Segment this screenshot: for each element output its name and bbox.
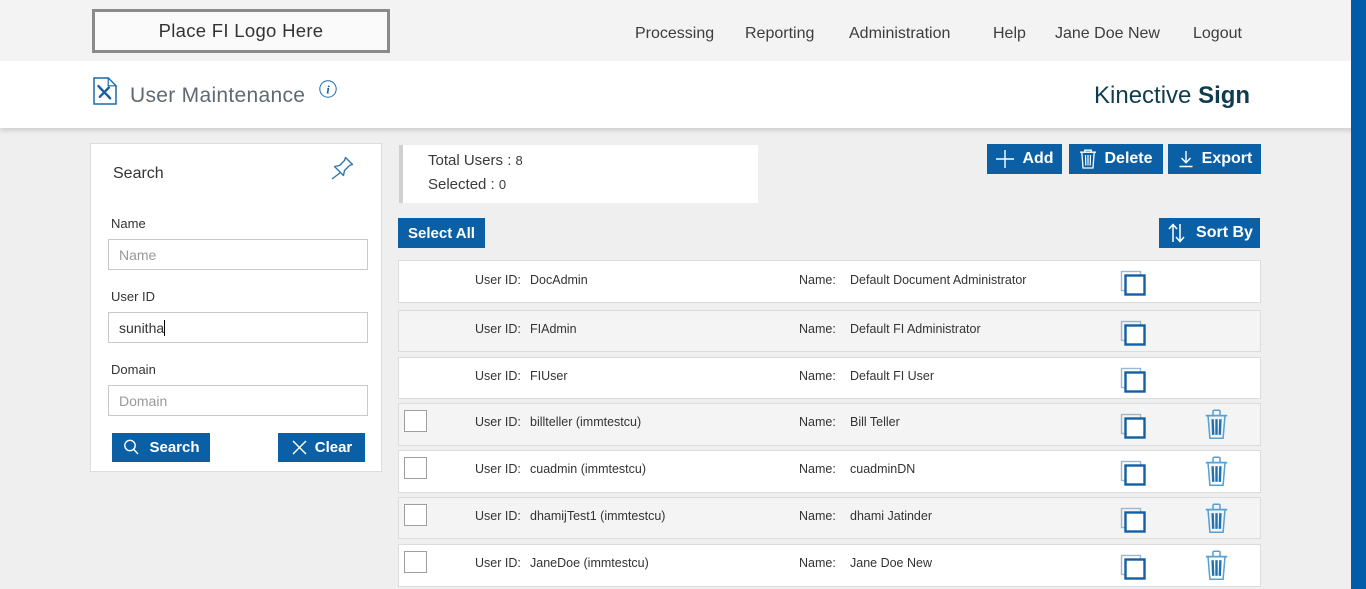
svg-text:i: i: [326, 83, 330, 97]
